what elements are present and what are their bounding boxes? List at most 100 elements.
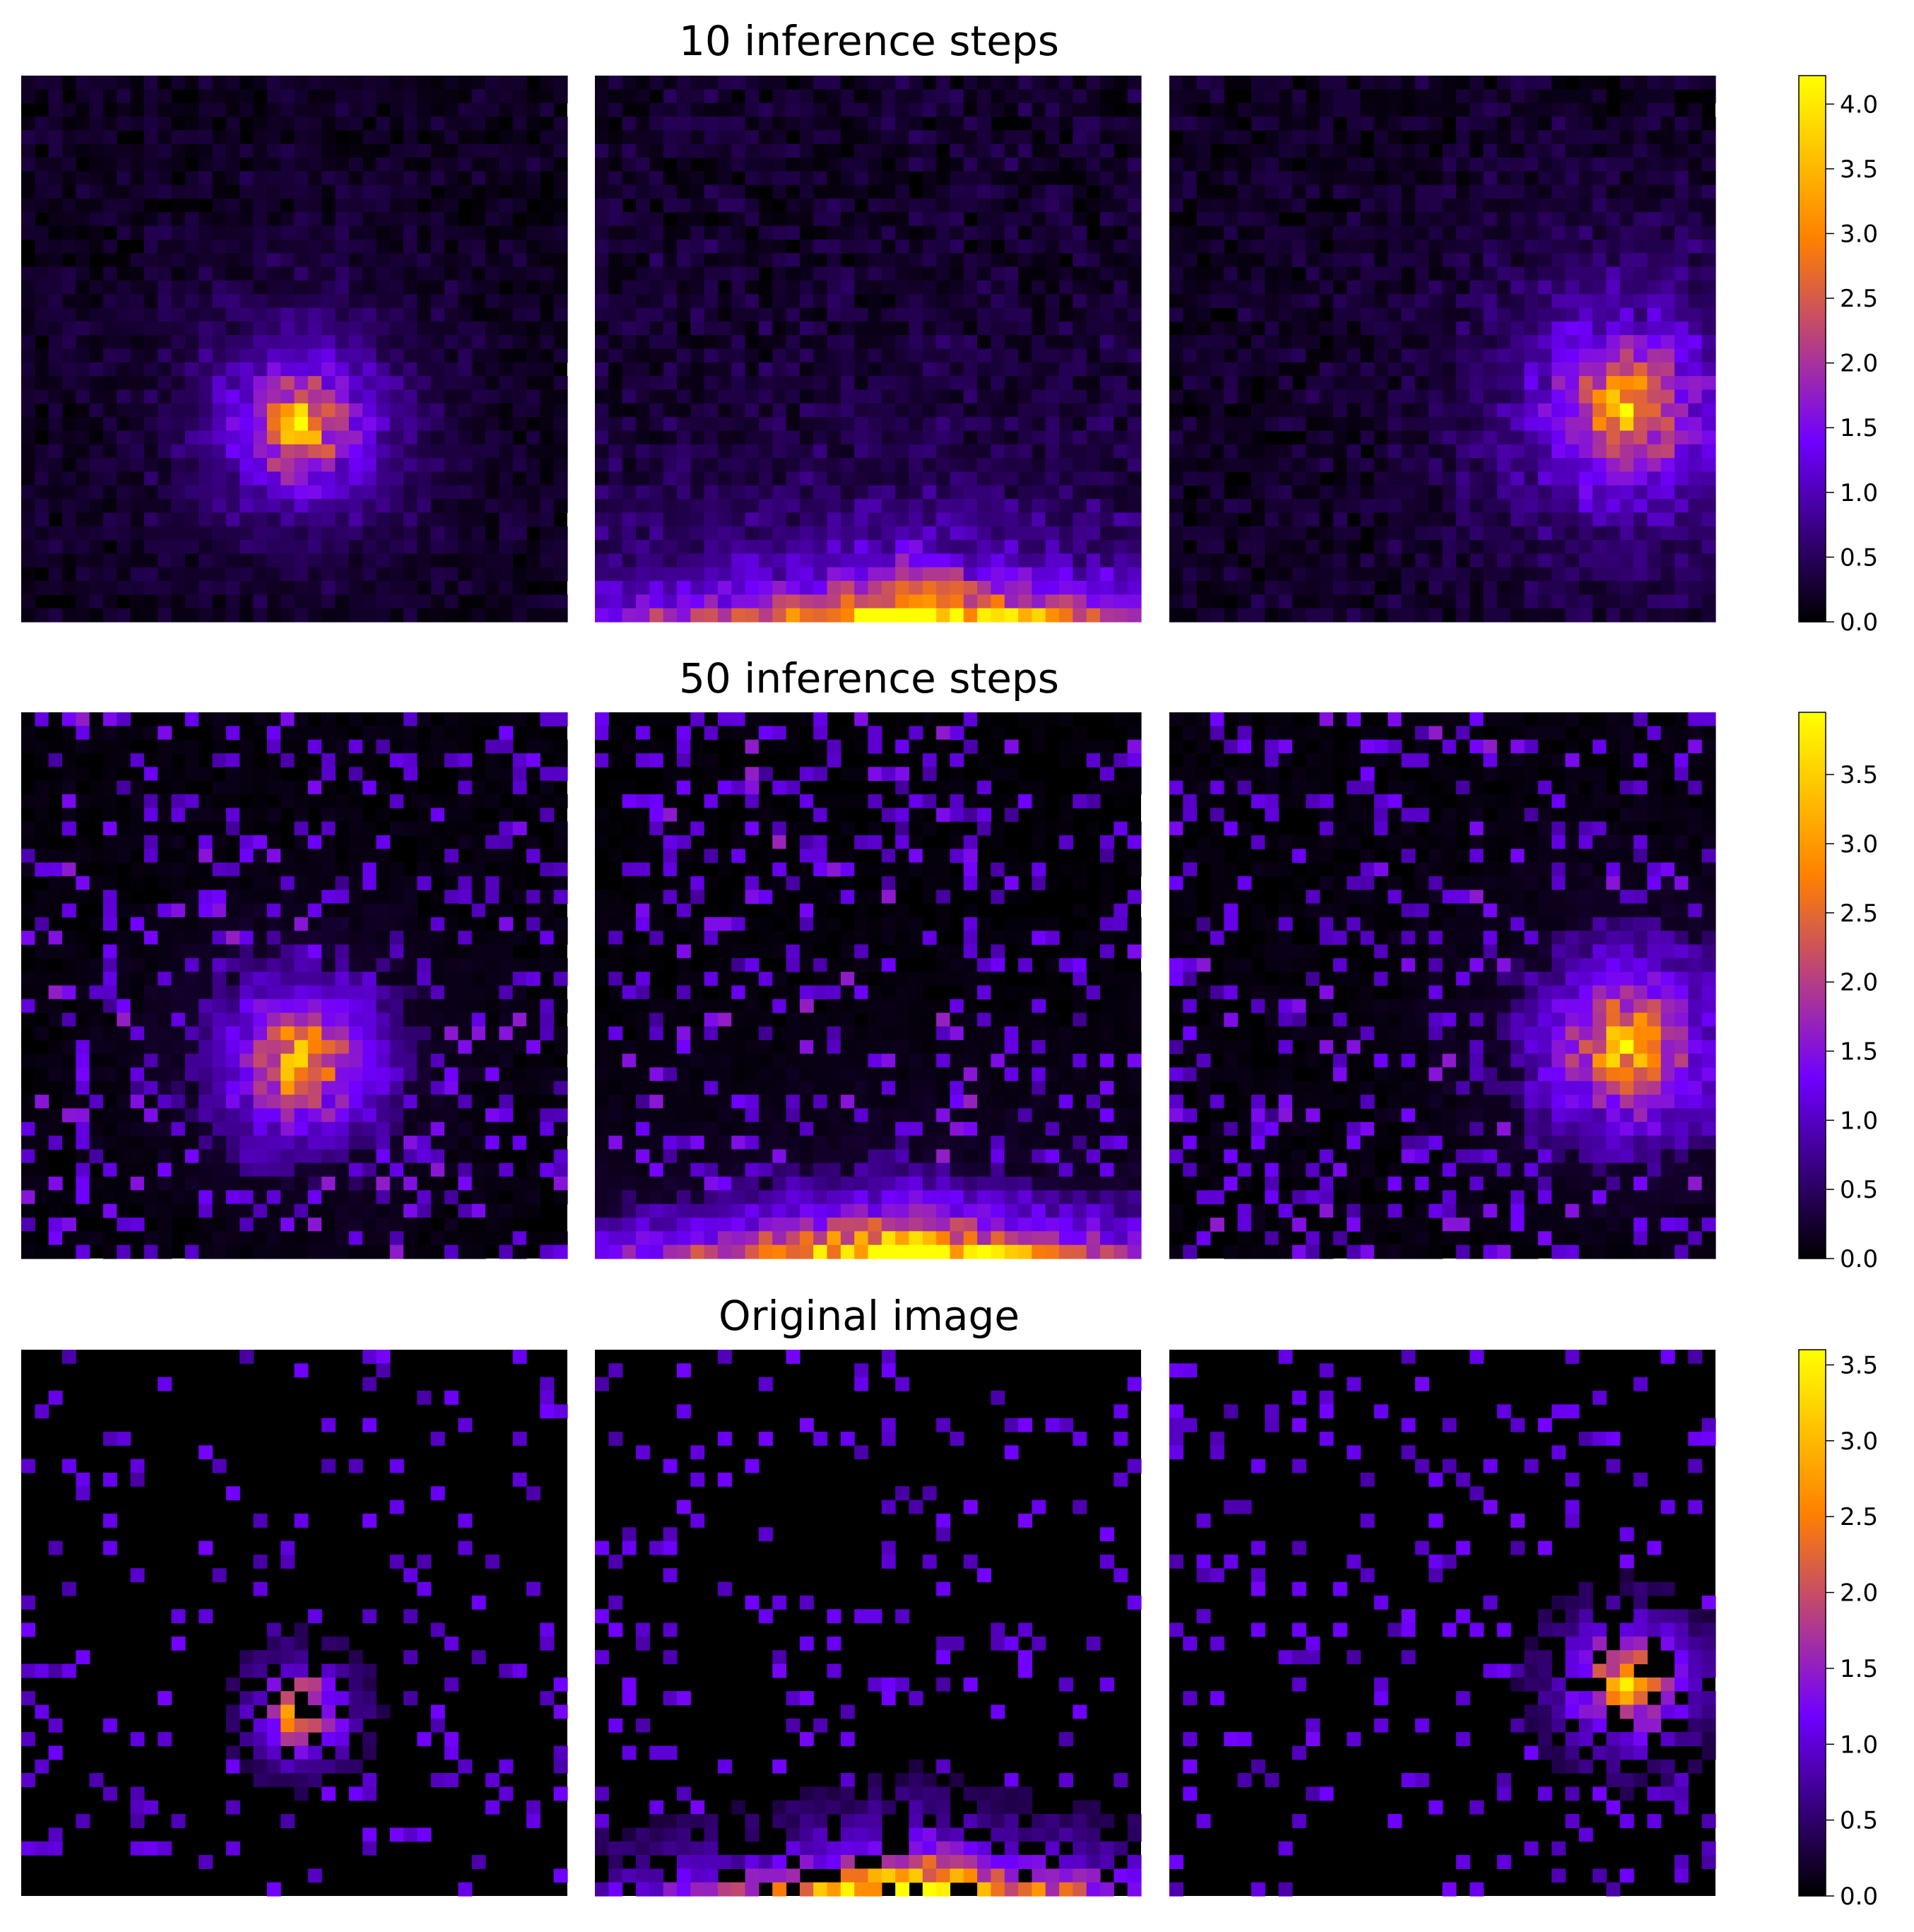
heatmap-cell bbox=[1688, 540, 1703, 554]
heatmap-cell bbox=[102, 835, 117, 849]
heatmap-cell bbox=[1032, 130, 1046, 145]
heatmap-cell bbox=[704, 184, 719, 199]
row-title: 10 inference steps bbox=[679, 17, 1059, 65]
heatmap-cell bbox=[690, 471, 705, 486]
colorbar-tick-label: 3.5 bbox=[1840, 155, 1878, 184]
heatmap-cell bbox=[936, 485, 951, 500]
heatmap-cell bbox=[1578, 567, 1593, 582]
heatmap-cell bbox=[35, 389, 49, 404]
heatmap-cell bbox=[922, 294, 937, 309]
heatmap-cell bbox=[1319, 594, 1334, 609]
heatmap-cell bbox=[1004, 540, 1019, 554]
heatmap-cell bbox=[1086, 485, 1101, 500]
heatmap-cell bbox=[1470, 266, 1484, 281]
heatmap-cell bbox=[1374, 376, 1388, 391]
heatmap-cell bbox=[1319, 444, 1334, 459]
heatmap-cell bbox=[1496, 130, 1511, 145]
heatmap-cell bbox=[403, 171, 418, 186]
heatmap-cell bbox=[909, 116, 923, 131]
heatmap-cell bbox=[1278, 348, 1293, 363]
heatmap-cell bbox=[813, 280, 828, 295]
heatmap-cell bbox=[76, 540, 90, 554]
heatmap-cell bbox=[526, 239, 540, 254]
heatmap-cell bbox=[1483, 540, 1498, 554]
heatmap-cell bbox=[335, 553, 350, 568]
heatmap-cell bbox=[745, 485, 760, 500]
heatmap-cell bbox=[1347, 608, 1361, 623]
heatmap-cell bbox=[717, 471, 732, 486]
heatmap-cell bbox=[471, 512, 486, 527]
heatmap-cell bbox=[171, 266, 186, 281]
heatmap-cell bbox=[1593, 184, 1607, 199]
heatmap-cell bbox=[895, 444, 910, 459]
heatmap-cell bbox=[1401, 239, 1416, 254]
heatmap-cell bbox=[294, 540, 309, 554]
heatmap-cell bbox=[1374, 444, 1388, 459]
heatmap-cell bbox=[1701, 225, 1716, 240]
heatmap-cell bbox=[1374, 307, 1388, 322]
heatmap-cell bbox=[1552, 294, 1566, 309]
heatmap-cell bbox=[731, 335, 746, 350]
heatmap-cell bbox=[512, 512, 527, 527]
heatmap-cell bbox=[1511, 567, 1525, 582]
heatmap-cell bbox=[294, 253, 309, 268]
heatmap-cell bbox=[758, 76, 773, 90]
heatmap-cell bbox=[1319, 430, 1334, 445]
heatmap-cell bbox=[1251, 458, 1265, 473]
heatmap-cell bbox=[1113, 499, 1128, 513]
heatmap-cell bbox=[1237, 157, 1252, 172]
heatmap-cell bbox=[212, 499, 227, 513]
heatmap-cell bbox=[430, 225, 445, 240]
heatmap-cell bbox=[143, 821, 158, 836]
heatmap-cell bbox=[1113, 212, 1128, 227]
heatmap-cell bbox=[1442, 376, 1457, 391]
heatmap-cell bbox=[1278, 581, 1293, 595]
heatmap-cell bbox=[1552, 444, 1566, 459]
heatmap-cell bbox=[1619, 184, 1634, 199]
heatmap-cell bbox=[1360, 239, 1375, 254]
heatmap-cell bbox=[950, 403, 964, 418]
heatmap-cell bbox=[225, 512, 240, 527]
heatmap-cell bbox=[1018, 581, 1032, 595]
heatmap-cell bbox=[389, 253, 404, 268]
heatmap-cell bbox=[294, 212, 309, 227]
heatmap-cell bbox=[1169, 294, 1183, 309]
heatmap-cell bbox=[1292, 512, 1306, 527]
heatmap-cell bbox=[1537, 76, 1552, 90]
heatmap-cell bbox=[540, 471, 555, 486]
heatmap-cell bbox=[1674, 512, 1689, 527]
heatmap-cell bbox=[881, 458, 896, 473]
heatmap-cell bbox=[417, 553, 432, 568]
heatmap-cell bbox=[1647, 417, 1662, 432]
heatmap-cell bbox=[389, 471, 404, 486]
heatmap-cell bbox=[1606, 594, 1621, 609]
heatmap-cell bbox=[1537, 430, 1552, 445]
heatmap-cell bbox=[1292, 294, 1306, 309]
heatmap-cell bbox=[335, 307, 350, 322]
heatmap-cell bbox=[1113, 376, 1128, 391]
heatmap-cell bbox=[1113, 567, 1128, 582]
heatmap-cell bbox=[76, 321, 90, 336]
heatmap-cell bbox=[881, 567, 896, 582]
heatmap-cell bbox=[1306, 526, 1321, 541]
heatmap-cell bbox=[1455, 253, 1470, 268]
heatmap-cell bbox=[362, 376, 377, 391]
heatmap-cell bbox=[76, 849, 90, 864]
heatmap-cell bbox=[881, 239, 896, 254]
heatmap-cell bbox=[1388, 321, 1402, 336]
heatmap-cell bbox=[622, 225, 637, 240]
heatmap-cell bbox=[1127, 581, 1142, 595]
heatmap-cell bbox=[540, 499, 555, 513]
heatmap-cell bbox=[417, 376, 432, 391]
heatmap-cell bbox=[76, 485, 90, 500]
heatmap-cell bbox=[1552, 553, 1566, 568]
heatmap-cell bbox=[21, 171, 35, 186]
heatmap-cell bbox=[61, 321, 76, 336]
heatmap-cell bbox=[553, 253, 568, 268]
heatmap-cell bbox=[130, 143, 145, 158]
heatmap-cell bbox=[35, 553, 49, 568]
heatmap-cell bbox=[1265, 608, 1280, 623]
heatmap-cell bbox=[253, 485, 268, 500]
heatmap-cell bbox=[199, 239, 213, 254]
heatmap-cell bbox=[48, 485, 63, 500]
